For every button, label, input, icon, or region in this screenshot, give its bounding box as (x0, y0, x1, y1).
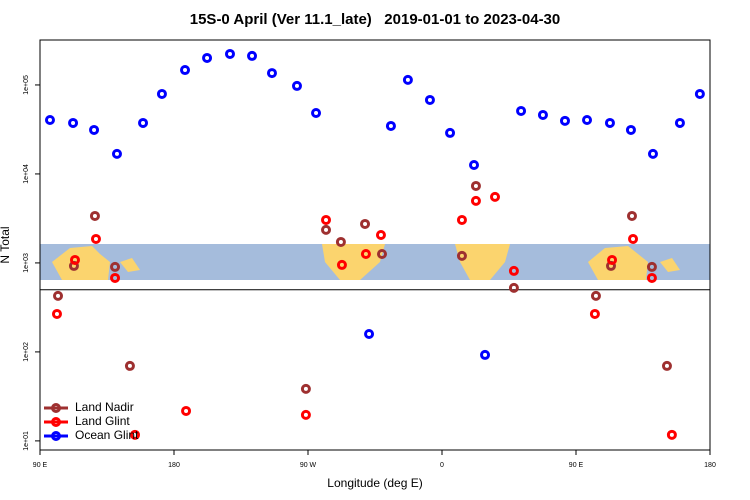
y-tick-label: 1e+02 (23, 342, 30, 362)
marker (490, 191, 501, 202)
marker (44, 114, 55, 125)
marker (68, 117, 79, 128)
marker (336, 259, 347, 270)
marker (110, 261, 121, 272)
chart-title: 15S-0 April (Ver 11.1_late) 2019-01-01 t… (190, 11, 561, 28)
marker (666, 429, 677, 440)
marker (589, 308, 600, 319)
marker (89, 210, 100, 221)
marker (224, 48, 235, 59)
x-tick-label: 180 (704, 462, 716, 469)
marker (321, 224, 332, 235)
marker (607, 254, 618, 265)
marker (694, 88, 705, 99)
x-tick-label: 180 (168, 462, 180, 469)
x-tick-label: 90 E (33, 462, 48, 469)
marker (456, 214, 467, 225)
marker (110, 272, 121, 283)
marker (156, 88, 167, 99)
marker (300, 409, 311, 420)
marker (180, 65, 191, 76)
x-tick-label: 90 W (300, 462, 317, 469)
marker (424, 94, 435, 105)
marker (360, 218, 371, 229)
marker (291, 80, 302, 91)
legend-label: Ocean Glint (75, 428, 139, 442)
marker (470, 195, 481, 206)
marker (456, 250, 467, 261)
marker (402, 74, 413, 85)
marker (508, 282, 519, 293)
marker (266, 68, 277, 79)
marker (508, 265, 519, 276)
marker (628, 233, 639, 244)
marker (385, 120, 396, 131)
marker (364, 328, 375, 339)
marker (138, 117, 149, 128)
marker (470, 180, 481, 191)
marker (335, 236, 346, 247)
y-tick-label: 1e+04 (23, 164, 30, 184)
marker (375, 229, 386, 240)
marker (89, 124, 100, 135)
marker (469, 160, 480, 171)
y-axis-label: N Total (0, 226, 12, 263)
plot-frame (39, 39, 711, 451)
x-tick-label: 0 (440, 462, 444, 469)
marker (376, 248, 387, 259)
marker (516, 105, 527, 116)
marker (445, 127, 456, 138)
marker (300, 383, 311, 394)
marker (181, 405, 192, 416)
marker (626, 210, 637, 221)
x-axis-label: Longitude (deg E) (327, 476, 422, 490)
marker (129, 429, 140, 440)
marker (661, 360, 672, 371)
marker (247, 50, 258, 61)
marker (582, 114, 593, 125)
marker (53, 290, 64, 301)
y-tick-label: 1e+05 (23, 75, 30, 95)
marker (674, 117, 685, 128)
marker (647, 148, 658, 159)
x-tick-label: 90 E (569, 462, 584, 469)
marker (311, 107, 322, 118)
marker (111, 148, 122, 159)
legend-marker (51, 431, 61, 441)
marker (646, 261, 657, 272)
marker (321, 214, 332, 225)
marker (604, 117, 615, 128)
legend-marker (51, 417, 61, 427)
marker (124, 360, 135, 371)
y-tick-label: 1e+01 (23, 431, 30, 451)
marker (69, 254, 80, 265)
marker (559, 115, 570, 126)
marker (480, 349, 491, 360)
marker (646, 272, 657, 283)
marker (90, 233, 101, 244)
marker (51, 308, 62, 319)
map-band (40, 244, 710, 280)
y-tick-label: 1e+03 (23, 253, 30, 273)
legend-marker (51, 403, 61, 413)
legend-label: Land Nadir (75, 400, 134, 414)
marker (360, 248, 371, 259)
marker (590, 290, 601, 301)
marker (537, 109, 548, 120)
legend-label: Land Glint (75, 414, 130, 428)
marker (202, 52, 213, 63)
marker (625, 124, 636, 135)
